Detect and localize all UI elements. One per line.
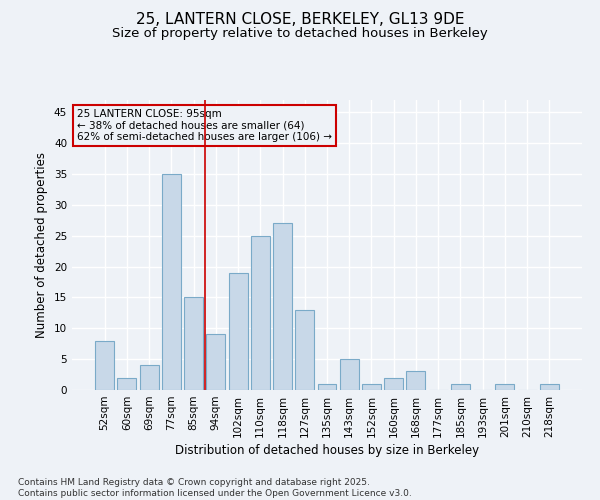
Bar: [206, 334, 225, 390]
X-axis label: Distribution of detached houses by size in Berkeley: Distribution of detached houses by size …: [175, 444, 479, 457]
Text: Size of property relative to detached houses in Berkeley: Size of property relative to detached ho…: [112, 28, 488, 40]
Bar: [162, 174, 181, 390]
Text: 25 LANTERN CLOSE: 95sqm
← 38% of detached houses are smaller (64)
62% of semi-de: 25 LANTERN CLOSE: 95sqm ← 38% of detache…: [77, 108, 332, 142]
Bar: [496, 384, 514, 390]
Bar: [362, 384, 381, 390]
Bar: [340, 359, 359, 390]
Bar: [295, 310, 314, 390]
Bar: [229, 273, 248, 390]
Bar: [273, 224, 292, 390]
Bar: [118, 378, 136, 390]
Y-axis label: Number of detached properties: Number of detached properties: [35, 152, 49, 338]
Bar: [251, 236, 270, 390]
Bar: [384, 378, 403, 390]
Text: Contains HM Land Registry data © Crown copyright and database right 2025.
Contai: Contains HM Land Registry data © Crown c…: [18, 478, 412, 498]
Text: 25, LANTERN CLOSE, BERKELEY, GL13 9DE: 25, LANTERN CLOSE, BERKELEY, GL13 9DE: [136, 12, 464, 28]
Bar: [140, 366, 158, 390]
Bar: [406, 372, 425, 390]
Bar: [317, 384, 337, 390]
Bar: [451, 384, 470, 390]
Bar: [540, 384, 559, 390]
Bar: [184, 298, 203, 390]
Bar: [95, 340, 114, 390]
